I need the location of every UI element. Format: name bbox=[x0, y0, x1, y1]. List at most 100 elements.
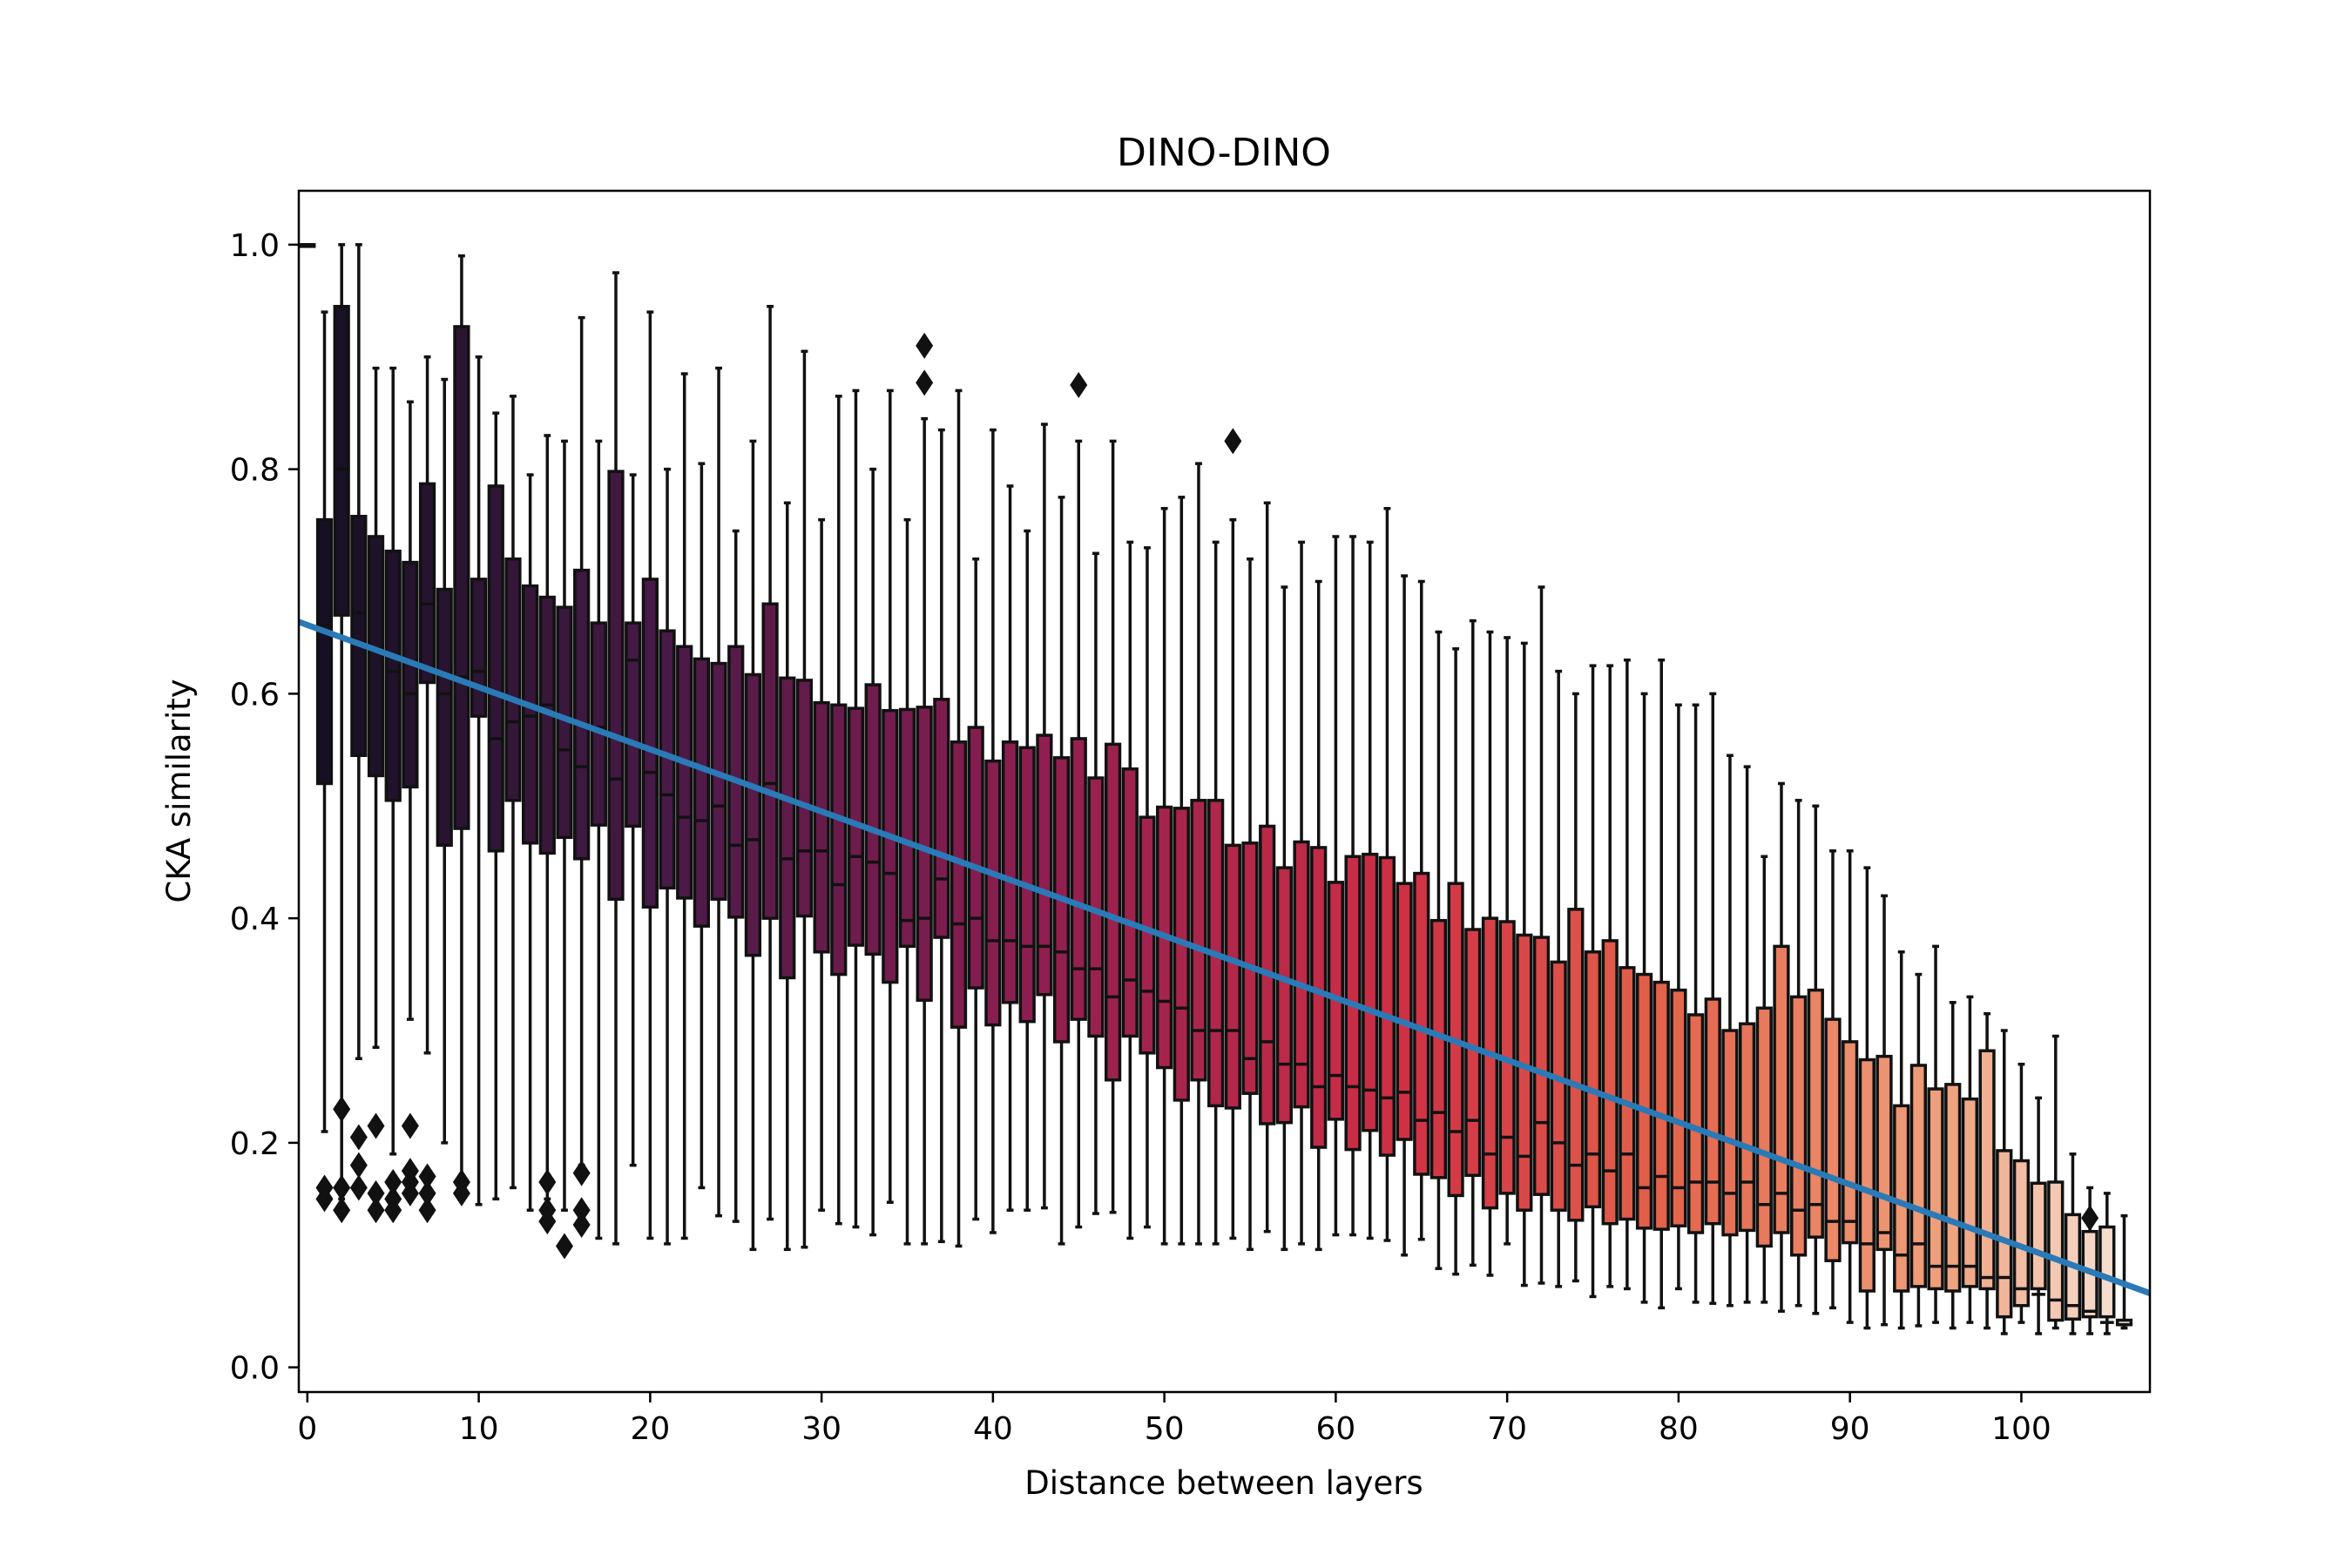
box-distance-45 bbox=[1070, 439, 1087, 1229]
outlier-point bbox=[401, 1179, 419, 1206]
plot-frame bbox=[297, 189, 2152, 1394]
box-body bbox=[1532, 936, 1551, 1196]
box-distance-75 bbox=[1584, 664, 1602, 1299]
box-body bbox=[2012, 1159, 2031, 1308]
box-distance-8 bbox=[436, 377, 453, 1145]
box-distance-34 bbox=[882, 389, 899, 1204]
box-body bbox=[1310, 846, 1328, 1149]
box-distance-11 bbox=[487, 411, 504, 1201]
box-body bbox=[1378, 855, 1396, 1157]
y-tick-label: 1.0 bbox=[230, 228, 280, 264]
box-body bbox=[744, 672, 762, 957]
box-body bbox=[1704, 997, 1721, 1226]
box-body bbox=[1670, 988, 1687, 1228]
box-distance-96 bbox=[1944, 1001, 1962, 1330]
box-distance-73 bbox=[1550, 669, 1567, 1288]
box-distance-21 bbox=[659, 467, 676, 1246]
box-distance-65 bbox=[1413, 579, 1430, 1241]
box-body bbox=[693, 657, 711, 928]
outliers-layer bbox=[315, 332, 2099, 1260]
box-distance-0 bbox=[299, 243, 316, 248]
box-body bbox=[1635, 972, 1653, 1230]
box-distance-82 bbox=[1704, 692, 1721, 1305]
box-body bbox=[384, 549, 402, 802]
outlier-point bbox=[367, 1112, 385, 1139]
box-distance-26 bbox=[744, 439, 762, 1252]
outlier-point bbox=[349, 1124, 368, 1151]
box-distance-90 bbox=[1842, 849, 1859, 1324]
box-distance-39 bbox=[967, 557, 984, 1221]
x-tick-label: 70 bbox=[1487, 1411, 1527, 1447]
box-distance-74 bbox=[1567, 692, 1585, 1283]
box-body bbox=[813, 700, 830, 954]
x-axis-ticks: 0 10 20 30 40 50 60 70 80 90 100 bbox=[297, 1392, 2051, 1447]
box-distance-94 bbox=[1909, 972, 1927, 1328]
outlier-point bbox=[367, 1179, 385, 1206]
box-distance-10 bbox=[470, 355, 488, 1206]
box-distance-5 bbox=[384, 366, 402, 1156]
box-distance-55 bbox=[1241, 557, 1259, 1252]
box-distance-71 bbox=[1516, 641, 1533, 1288]
box-distance-83 bbox=[1721, 754, 1739, 1308]
box-body bbox=[2030, 1181, 2047, 1291]
box-distance-25 bbox=[727, 529, 745, 1223]
box-body bbox=[453, 325, 470, 830]
box-distance-79 bbox=[1652, 658, 1670, 1310]
box-distance-87 bbox=[1790, 799, 1808, 1308]
box-body bbox=[367, 535, 385, 778]
box-distance-67 bbox=[1447, 647, 1464, 1276]
box-distance-100 bbox=[2012, 1062, 2031, 1324]
box-distance-51 bbox=[1173, 496, 1190, 1246]
box-body bbox=[1619, 966, 1636, 1221]
outlier-point bbox=[367, 1197, 385, 1224]
box-distance-33 bbox=[864, 467, 882, 1237]
outlier-point bbox=[333, 1174, 351, 1201]
box-body bbox=[1173, 807, 1190, 1102]
box-distance-98 bbox=[1978, 1011, 1996, 1330]
box-distance-81 bbox=[1686, 703, 1705, 1304]
outlier-point bbox=[418, 1163, 436, 1190]
box-distance-69 bbox=[1481, 630, 1499, 1277]
box-body bbox=[625, 621, 642, 828]
box-distance-28 bbox=[779, 501, 796, 1252]
box-body bbox=[538, 595, 556, 855]
box-distance-22 bbox=[676, 372, 693, 1240]
y-tick-label: 0.0 bbox=[230, 1351, 280, 1387]
box-distance-88 bbox=[1807, 804, 1824, 1315]
box-distance-91 bbox=[1858, 866, 1876, 1330]
box-distance-31 bbox=[830, 395, 848, 1226]
box-distance-77 bbox=[1619, 658, 1636, 1291]
chart-title: DINO-DINO bbox=[1117, 131, 1331, 175]
box-body bbox=[1036, 733, 1053, 997]
box-body bbox=[795, 679, 814, 918]
box-distance-29 bbox=[795, 349, 814, 1249]
box-distance-12 bbox=[504, 395, 522, 1190]
box-distance-50 bbox=[1156, 506, 1173, 1246]
box-distance-97 bbox=[1961, 995, 1979, 1324]
box-distance-99 bbox=[1996, 1029, 2013, 1335]
box-distance-101 bbox=[2030, 1096, 2047, 1335]
y-axis-label: CKA similarity bbox=[160, 679, 198, 902]
box-body bbox=[1601, 939, 1619, 1226]
outlier-point bbox=[418, 1197, 436, 1224]
box-body bbox=[607, 470, 625, 901]
box-distance-54 bbox=[1224, 517, 1241, 1240]
box-distance-27 bbox=[761, 304, 779, 1221]
x-tick-label: 10 bbox=[459, 1411, 499, 1447]
outlier-point bbox=[418, 1179, 436, 1206]
box-distance-9 bbox=[453, 253, 470, 1201]
box-body bbox=[1567, 908, 1585, 1222]
box-body bbox=[504, 557, 522, 802]
box-body bbox=[1550, 960, 1567, 1212]
box-body bbox=[333, 304, 350, 617]
outlier-point bbox=[452, 1179, 470, 1206]
box-distance-70 bbox=[1498, 636, 1516, 1246]
box-distance-76 bbox=[1601, 664, 1619, 1288]
box-distance-78 bbox=[1635, 692, 1653, 1304]
box-distance-103 bbox=[2064, 1152, 2082, 1335]
box-distance-23 bbox=[693, 462, 711, 1190]
box-distance-42 bbox=[1018, 529, 1036, 1212]
y-tick-label: 0.4 bbox=[230, 902, 280, 937]
box-body bbox=[1773, 944, 1790, 1234]
